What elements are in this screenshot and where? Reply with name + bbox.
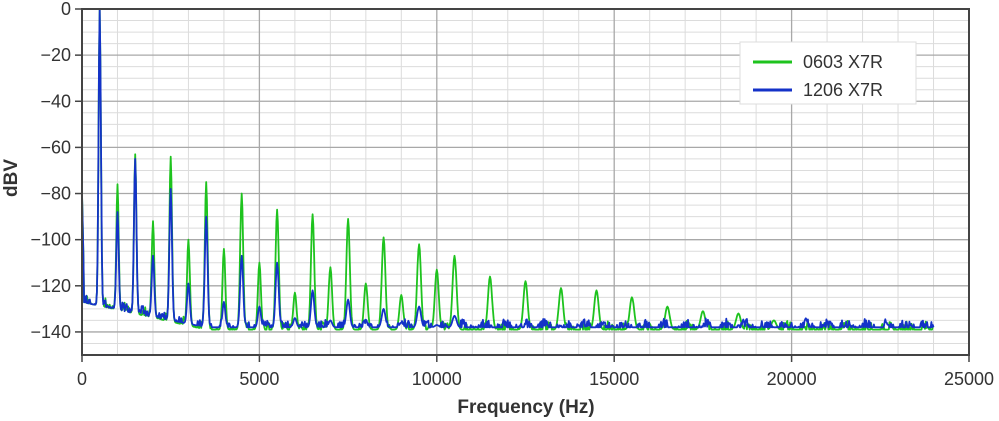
minor-grid [82,9,969,356]
x-tick-label: 20000 [767,369,817,389]
legend-label-0603: 0603 X7R [803,52,883,72]
y-tick-label: −60 [40,137,71,157]
legend: 0603 X7R 1206 X7R [739,41,917,105]
y-tick-label: −100 [30,230,71,250]
y-tick-label: −20 [40,45,71,65]
x-tick-label: 25000 [944,369,994,389]
series-layer [81,8,935,331]
x-axis-title: Frequency (Hz) [457,397,594,418]
y-tick-label: −140 [30,322,71,342]
legend-box [739,41,917,105]
legend-label-1206: 1206 X7R [803,80,883,100]
y-tick-label: −120 [30,276,71,296]
x-tick-label: 15000 [589,369,639,389]
x-tick-label: 10000 [412,369,462,389]
y-tick-label: −40 [40,91,71,111]
y-axis-title: dBV [1,159,22,197]
y-tick-label: −80 [40,184,71,204]
series-line-1206-x7r [81,8,935,329]
y-axis-ticks: 0 −20 −40 −60 −80 −100 −120 −140 [30,0,82,342]
x-tick-label: 5000 [239,369,279,389]
x-tick-label: 0 [77,369,87,389]
plot-frame [81,8,970,356]
y-tick-label: 0 [61,0,71,19]
x-axis-ticks: 0 5000 10000 15000 20000 25000 [77,355,994,389]
